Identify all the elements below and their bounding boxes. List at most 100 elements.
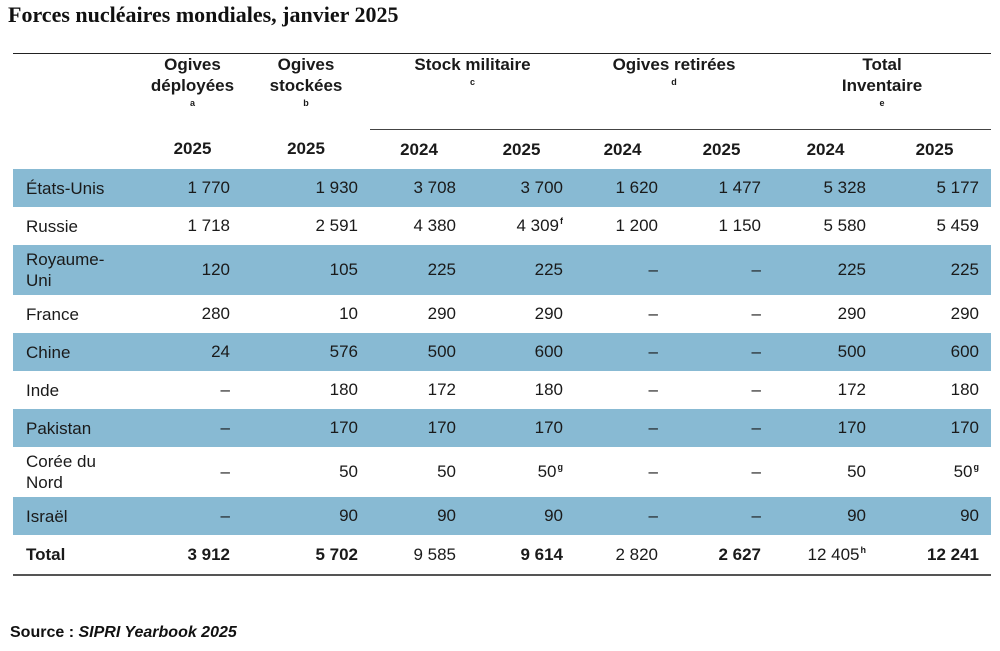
value-cell: 600 bbox=[468, 333, 575, 371]
year-header: 2024 bbox=[575, 129, 670, 169]
cell-value: 225 bbox=[534, 260, 563, 279]
value-cell: 120 bbox=[143, 245, 242, 295]
cell-value: – bbox=[648, 462, 658, 481]
cell-value: 172 bbox=[427, 380, 456, 399]
cell-value: 2 820 bbox=[615, 544, 658, 564]
table-row: États-Unis 1 770 1 930 3 708 3 700 1 620 1 477… bbox=[13, 169, 992, 207]
header-stored-note: b bbox=[303, 98, 309, 108]
cell-value: 5 328 bbox=[823, 178, 867, 197]
cell-value: 4 309 bbox=[516, 216, 559, 235]
cell-value: 50 bbox=[339, 462, 358, 481]
value-cell: 225 bbox=[468, 245, 575, 295]
country-cell: France bbox=[26, 304, 79, 324]
country-cell: Royaume- Uni bbox=[13, 245, 143, 295]
value-cell: – bbox=[575, 295, 670, 333]
country-name-line2: Nord bbox=[26, 473, 63, 492]
source-publication: SIPRI Yearbook 2025 bbox=[78, 624, 237, 641]
cell-value: 290 bbox=[950, 304, 980, 323]
country-name-line1: Royaume- bbox=[26, 250, 105, 269]
value-cell: 225 bbox=[773, 245, 879, 295]
cell-value: – bbox=[648, 260, 658, 279]
cell-value: 225 bbox=[837, 260, 867, 279]
total-value-cell: 2 627 bbox=[670, 535, 773, 575]
value-cell: 170 bbox=[370, 409, 468, 447]
total-value-cell: 2 820 bbox=[575, 535, 670, 575]
value-cell: 4 380 bbox=[370, 207, 468, 245]
cell-value: 9 614 bbox=[520, 544, 563, 564]
cell-value: 1 718 bbox=[187, 216, 230, 235]
value-cell: 180 bbox=[468, 371, 575, 409]
value-cell: 172 bbox=[773, 371, 878, 409]
table-row: Russie 1 718 2 591 4 380 4 309f 1 200 1 150 5 5… bbox=[13, 207, 991, 245]
value-cell: – bbox=[575, 409, 670, 447]
cell-value: 1 930 bbox=[315, 178, 358, 197]
cell-value: 90 bbox=[437, 506, 456, 525]
cell-value: 2 627 bbox=[718, 544, 762, 564]
value-cell: 576 bbox=[242, 333, 370, 371]
total-value-cell: 9 585 bbox=[370, 535, 468, 575]
value-cell: 180 bbox=[878, 371, 991, 409]
value-cell: 170 bbox=[773, 409, 879, 447]
country-cell: Israël bbox=[13, 497, 143, 535]
cell-value: 170 bbox=[427, 418, 456, 437]
value-cell: 290 bbox=[773, 295, 878, 333]
cell-value: 9 585 bbox=[413, 544, 456, 564]
value-cell: 500 bbox=[370, 333, 468, 371]
table-body: États-Unis 1 770 1 930 3 708 3 700 1 620 1 477… bbox=[13, 169, 992, 575]
cell-value: 600 bbox=[950, 342, 980, 361]
cell-value: 225 bbox=[950, 260, 980, 279]
year-header: 2025 bbox=[287, 139, 325, 159]
year-header: 2025 bbox=[878, 129, 992, 169]
value-cell: – bbox=[670, 245, 774, 295]
header-total-line2: Inventaire bbox=[841, 76, 923, 95]
header-stored-line1: Ogives bbox=[277, 55, 335, 74]
value-cell: 1 150 bbox=[670, 207, 773, 245]
nuclear-forces-table: Ogives déployées a Ogives stockées b Sto… bbox=[13, 53, 992, 576]
cell-value: 5 177 bbox=[936, 178, 980, 197]
value-cell: 5 580 bbox=[773, 207, 878, 245]
value-cell: 24 bbox=[143, 333, 242, 371]
cell-value: 1 150 bbox=[718, 216, 762, 235]
header-deployed-line1: Ogives bbox=[164, 55, 221, 74]
value-cell: 1 620 bbox=[575, 169, 670, 207]
header-military-label: Stock militaire bbox=[414, 55, 531, 74]
value-cell: – bbox=[575, 245, 670, 295]
header-stored: Ogives stockées b bbox=[242, 54, 370, 130]
value-cell: 225 bbox=[370, 245, 468, 295]
value-cell: – bbox=[575, 371, 670, 409]
year-header-row: 2025 2025 2024 2025 2024 2025 2024 2025 bbox=[13, 129, 992, 170]
value-cell: 50 bbox=[242, 447, 370, 497]
cell-value: 2 591 bbox=[315, 216, 358, 235]
header-total-line1: Total bbox=[862, 55, 902, 74]
cell-value: 90 bbox=[960, 506, 980, 525]
value-cell: 1 770 bbox=[143, 169, 242, 207]
cell-value: – bbox=[751, 342, 762, 361]
value-cell: – bbox=[575, 497, 670, 535]
total-value-cell: 12 405h bbox=[773, 535, 878, 575]
year-corner bbox=[13, 130, 143, 170]
value-cell: 10 bbox=[242, 295, 370, 333]
header-retired: Ogives retirées d bbox=[575, 54, 773, 130]
cell-value: 3 708 bbox=[413, 178, 456, 197]
country-cell: Corée du Nord bbox=[13, 447, 143, 497]
cell-value: 24 bbox=[211, 342, 230, 361]
footnote-mark: g bbox=[557, 462, 564, 472]
value-cell: 170 bbox=[242, 409, 370, 447]
country-cell: Chine bbox=[13, 333, 143, 371]
cell-value: 105 bbox=[329, 260, 358, 279]
group-header-row: Ogives déployées a Ogives stockées b Sto… bbox=[13, 53, 992, 130]
total-row: Total 3 912 5 702 9 585 9 614 2 820 2 627 12 40… bbox=[13, 535, 992, 575]
value-cell: 290 bbox=[878, 295, 991, 333]
value-cell: 170 bbox=[878, 409, 992, 447]
cell-value: – bbox=[751, 506, 762, 525]
value-cell: – bbox=[143, 409, 242, 447]
value-cell: 4 309f bbox=[468, 207, 575, 245]
value-cell: 50g bbox=[878, 447, 991, 497]
year-header: 2025 bbox=[173, 139, 212, 159]
cell-value: 280 bbox=[201, 304, 230, 323]
cell-value: – bbox=[648, 418, 658, 437]
value-cell: 170 bbox=[468, 409, 575, 447]
cell-value: 576 bbox=[329, 342, 358, 361]
total-label: Total bbox=[26, 545, 66, 564]
value-cell: 1 718 bbox=[143, 207, 242, 245]
